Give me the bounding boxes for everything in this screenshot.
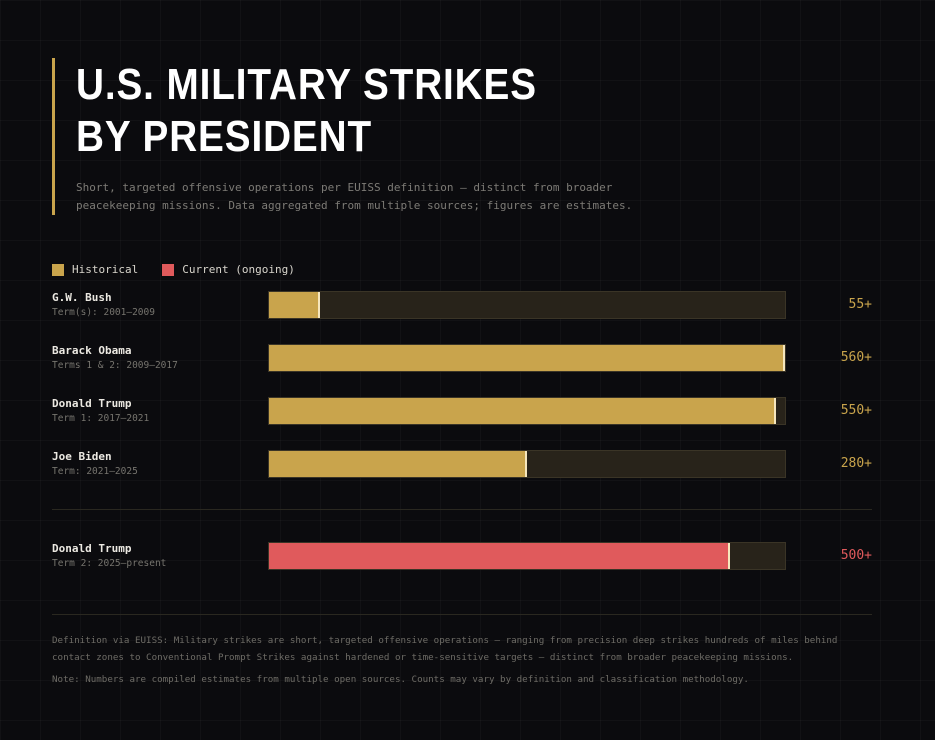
bar-cap [525,451,527,477]
president-term: Term(s): 2001–2009 [52,307,155,318]
legend: Historical Current (ongoing) [52,263,319,276]
bar-value-label: 500+ [840,548,872,563]
president-term: Term 2: 2025–present [52,558,167,569]
president-term: Term 1: 2017–2021 [52,413,150,424]
footer-notes: Definition via EUISS: Military strikes a… [52,632,864,688]
title-block: U.S. MILITARY STRIKES BY PRESIDENT Short… [52,58,752,215]
bar-fill [269,398,776,424]
bar-track [268,291,786,319]
disclaimer-note: Note: Numbers are compiled estimates fro… [52,674,749,685]
section-divider [52,509,872,510]
bar-value-label: 550+ [840,403,872,418]
president-term: Term: 2021–2025 [52,466,138,477]
bar-cap [774,398,776,424]
page-title: U.S. MILITARY STRIKES BY PRESIDENT [76,58,671,163]
legend-swatch-current [162,263,175,276]
bar-row-bush: G.W. Bush Term(s): 2001–2009 55+ [52,291,872,323]
definition-note: Definition via EUISS: Military strikes a… [52,635,838,663]
legend-label-current: Current (ongoing) [182,263,295,276]
president-name: Joe Biden [52,450,112,463]
bar-cap [318,292,320,318]
bar-row-obama: Barack Obama Terms 1 & 2: 2009–2017 560+ [52,344,872,376]
president-name: Barack Obama [52,344,132,357]
president-name: G.W. Bush [52,291,112,304]
bar-value-label: 560+ [840,350,872,365]
bar-cap [783,345,785,371]
footer-divider [52,614,872,615]
bar-cap [728,543,730,569]
bar-track [268,397,786,425]
title-line-1: U.S. MILITARY STRIKES [76,60,537,109]
bar-track [268,450,786,478]
bar-fill [269,292,320,318]
bar-row-trump-term2: Donald Trump Term 2: 2025–present 500+ [52,542,872,574]
legend-item-historical: Historical [52,263,138,276]
bar-fill [269,345,785,371]
title-line-2: BY PRESIDENT [76,112,373,161]
president-term: Terms 1 & 2: 2009–2017 [52,360,178,371]
legend-swatch-historical [52,263,64,276]
bar-track [268,542,786,570]
bar-row-biden: Joe Biden Term: 2021–2025 280+ [52,450,872,482]
bar-track [268,344,786,372]
president-name: Donald Trump [52,542,132,555]
bar-fill [269,543,730,569]
bar-value-label: 280+ [840,456,872,471]
subtitle: Short, targeted offensive operations per… [76,181,633,212]
legend-item-current: Current (ongoing) [162,263,295,276]
bar-value-label: 55+ [848,297,872,312]
president-name: Donald Trump [52,397,132,410]
bar-row-trump-term1: Donald Trump Term 1: 2017–2021 550+ [52,397,872,429]
bar-fill [269,451,527,477]
legend-label-historical: Historical [72,263,139,276]
